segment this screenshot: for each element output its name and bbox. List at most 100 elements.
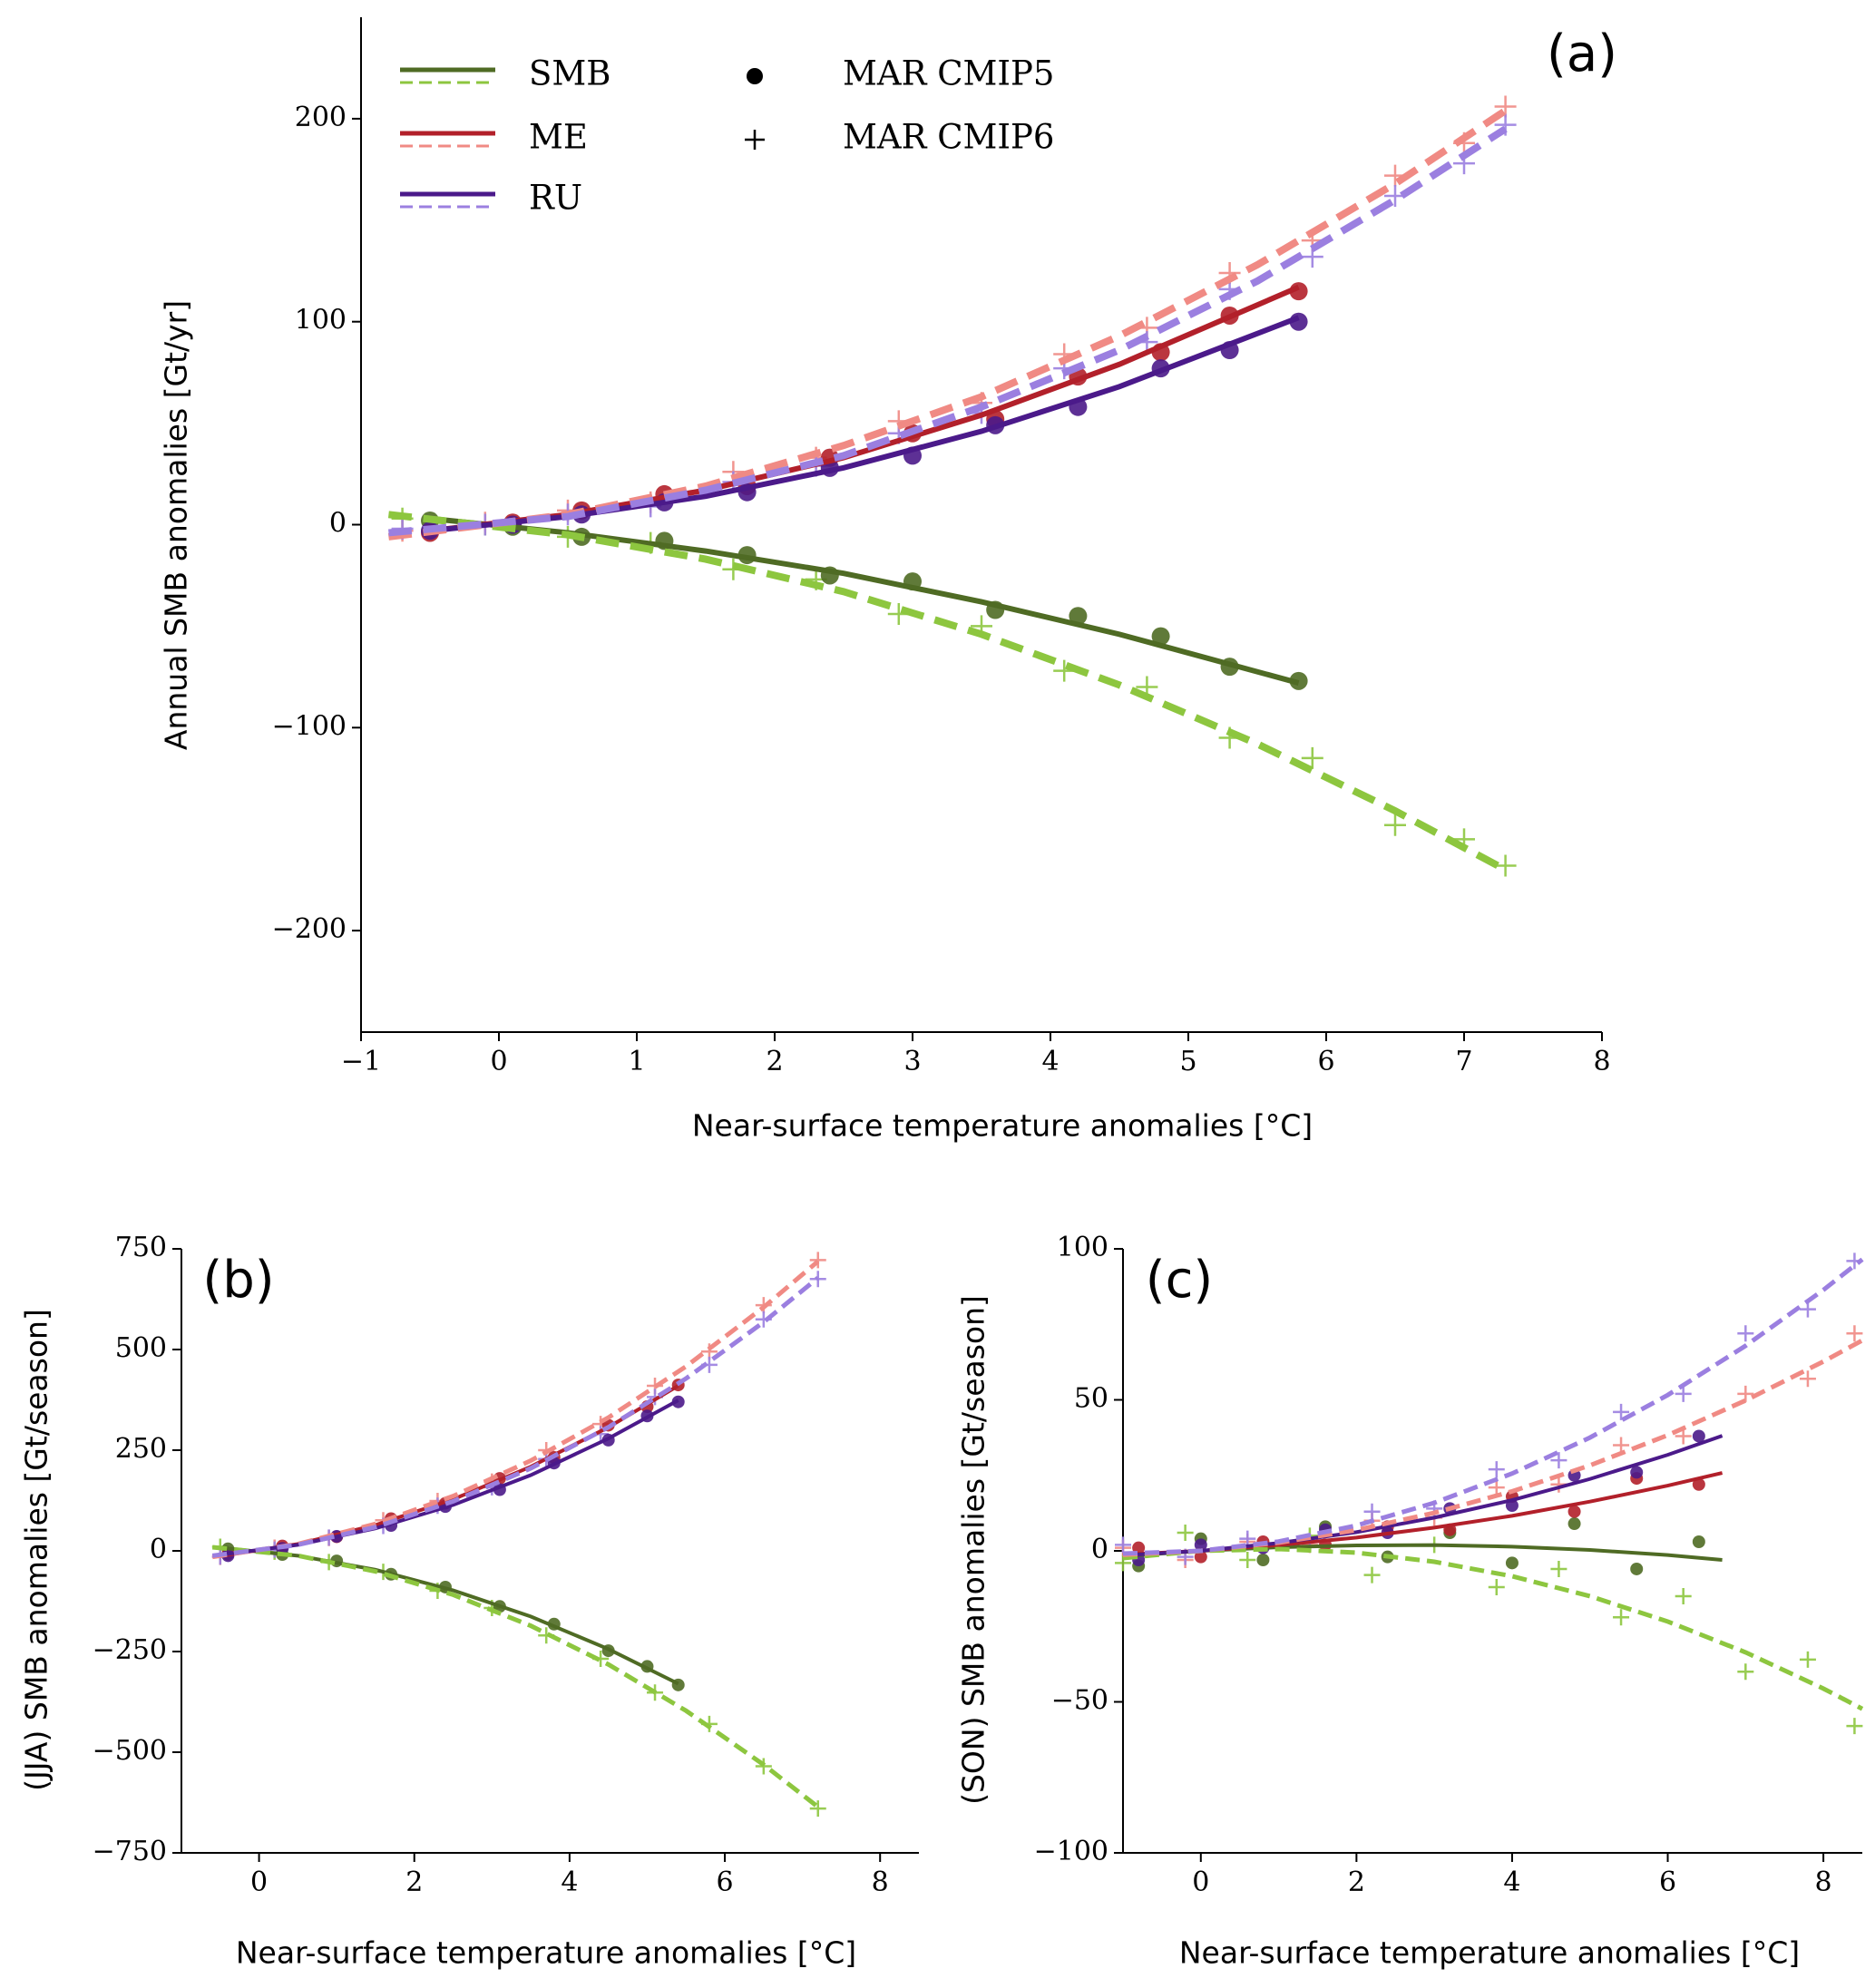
y-tick-label: 0 bbox=[1091, 1534, 1108, 1565]
y-tick-label: −200 bbox=[272, 913, 347, 945]
x-tick-label: 6 bbox=[1659, 1866, 1676, 1898]
panel-label: (c) bbox=[1146, 1251, 1213, 1310]
fit-line bbox=[220, 1545, 679, 1686]
data-point bbox=[1384, 814, 1406, 836]
x-tick-label: 7 bbox=[1455, 1046, 1472, 1077]
legend-label: SMB bbox=[529, 54, 610, 93]
fit-line bbox=[1122, 1338, 1864, 1557]
x-tick-label: 2 bbox=[405, 1866, 423, 1898]
y-tick-label: −250 bbox=[93, 1634, 167, 1666]
y-tick-label: −750 bbox=[93, 1836, 167, 1867]
data-point bbox=[1737, 1325, 1754, 1342]
x-axis-label: Near-surface temperature anomalies [°C] bbox=[692, 1108, 1313, 1144]
data-point bbox=[1799, 1370, 1816, 1388]
y-axis-label: (JJA) SMB anomalies [Gt/season] bbox=[19, 1309, 54, 1791]
x-tick-label: 6 bbox=[1317, 1046, 1334, 1077]
data-point bbox=[1177, 1525, 1194, 1542]
fit-line bbox=[220, 1398, 679, 1557]
x-tick-label: 0 bbox=[1192, 1866, 1209, 1898]
y-tick-label: −100 bbox=[1034, 1836, 1108, 1867]
fit-line bbox=[1122, 1257, 1864, 1556]
y-tick-label: 100 bbox=[1057, 1232, 1108, 1263]
x-tick-label: 2 bbox=[766, 1046, 783, 1077]
data-point bbox=[1301, 746, 1323, 769]
data-point bbox=[755, 1758, 772, 1775]
x-tick-label: 4 bbox=[1041, 1046, 1059, 1077]
data-point bbox=[1115, 1536, 1131, 1554]
fit-line bbox=[387, 511, 1508, 873]
data-point bbox=[1363, 1503, 1381, 1520]
data-point bbox=[1613, 1403, 1630, 1420]
x-axis-label: Near-surface temperature anomalies [°C] bbox=[236, 1935, 856, 1971]
y-tick-label: −500 bbox=[93, 1735, 167, 1767]
y-tick-label: 750 bbox=[115, 1232, 167, 1263]
data-point bbox=[1363, 1566, 1381, 1584]
data-point bbox=[1550, 1452, 1567, 1469]
y-tick-label: 100 bbox=[295, 305, 347, 336]
y-tick-label: −100 bbox=[272, 710, 347, 742]
legend-label: ME bbox=[529, 118, 588, 157]
x-tick-label: 8 bbox=[1593, 1046, 1610, 1077]
data-point bbox=[1550, 1560, 1567, 1577]
legend-label: RU bbox=[529, 179, 582, 218]
data-point bbox=[1505, 1556, 1519, 1570]
data-point bbox=[1675, 1385, 1692, 1402]
legend-marker bbox=[747, 68, 763, 84]
x-tick-label: 0 bbox=[490, 1046, 507, 1077]
fit-line bbox=[388, 125, 1508, 537]
x-tick-label: 2 bbox=[1348, 1866, 1365, 1898]
data-point bbox=[809, 1252, 826, 1269]
data-point bbox=[1069, 607, 1088, 626]
y-tick-label: 0 bbox=[150, 1534, 167, 1565]
x-tick-label: −1 bbox=[341, 1046, 381, 1077]
fit-line bbox=[211, 1276, 820, 1558]
data-point bbox=[1151, 627, 1170, 646]
data-point bbox=[1256, 1553, 1270, 1566]
data-point bbox=[1675, 1587, 1692, 1604]
data-point bbox=[1194, 1550, 1207, 1564]
legend-label: MAR CMIP5 bbox=[843, 54, 1054, 93]
x-tick-label: 6 bbox=[717, 1866, 734, 1898]
panel-label: (b) bbox=[202, 1251, 274, 1310]
y-tick-label: 0 bbox=[329, 508, 347, 540]
data-point bbox=[1737, 1663, 1754, 1681]
data-point bbox=[1630, 1562, 1644, 1575]
y-tick-label: −50 bbox=[1051, 1685, 1108, 1717]
data-point bbox=[1737, 1385, 1754, 1402]
fit-line bbox=[1122, 1546, 1864, 1711]
y-tick-label: 500 bbox=[115, 1332, 167, 1364]
data-point bbox=[1846, 1325, 1863, 1342]
x-tick-label: 8 bbox=[1815, 1866, 1832, 1898]
fit-line bbox=[211, 1545, 820, 1809]
legend-label: MAR CMIP6 bbox=[843, 118, 1054, 157]
x-tick-label: 5 bbox=[1179, 1046, 1196, 1077]
data-point bbox=[1494, 854, 1517, 877]
x-tick-label: 1 bbox=[628, 1046, 645, 1077]
data-point bbox=[1239, 1551, 1256, 1568]
y-tick-label: 200 bbox=[295, 102, 347, 133]
fit-line bbox=[1122, 1434, 1724, 1557]
data-point bbox=[1692, 1429, 1705, 1443]
data-point bbox=[1494, 95, 1517, 118]
x-tick-label: 8 bbox=[872, 1866, 889, 1898]
data-point bbox=[1846, 1718, 1863, 1735]
y-axis-label: (SON) SMB anomalies [Gt/season] bbox=[956, 1295, 991, 1805]
data-point bbox=[1692, 1477, 1705, 1491]
data-point bbox=[1194, 1538, 1207, 1552]
data-point bbox=[1630, 1466, 1644, 1479]
data-point bbox=[1613, 1437, 1630, 1454]
legend-marker bbox=[745, 130, 765, 150]
y-tick-label: 50 bbox=[1074, 1383, 1108, 1415]
y-axis-label: Annual SMB anomalies [Gt/yr] bbox=[159, 300, 194, 750]
data-point bbox=[1488, 1578, 1505, 1595]
data-point bbox=[809, 1800, 826, 1817]
data-point bbox=[1567, 1505, 1581, 1518]
x-tick-label: 0 bbox=[250, 1866, 268, 1898]
panel-label: (a) bbox=[1547, 24, 1617, 83]
x-axis-label: Near-surface temperature anomalies [°C] bbox=[1179, 1935, 1800, 1971]
x-tick-label: 4 bbox=[561, 1866, 578, 1898]
y-tick-label: 250 bbox=[115, 1433, 167, 1465]
data-point bbox=[1239, 1530, 1256, 1547]
data-point bbox=[1799, 1651, 1816, 1668]
